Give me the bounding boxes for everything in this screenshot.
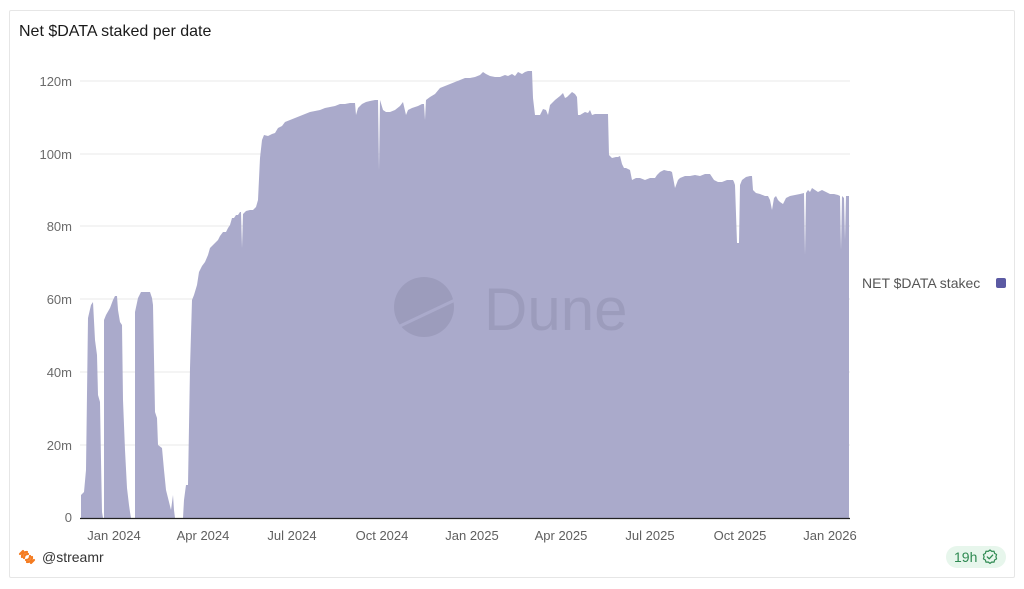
streamr-logo-icon bbox=[18, 549, 36, 565]
x-tick-jul-2025: Jul 2025 bbox=[625, 528, 674, 543]
x-tick-jan-2025: Jan 2025 bbox=[445, 528, 499, 543]
chart-title: Net $DATA staked per date bbox=[19, 23, 212, 40]
y-axis-labels: 0 20m 40m 60m 80m 100m 120m bbox=[39, 74, 72, 525]
x-tick-oct-2024: Oct 2024 bbox=[356, 528, 409, 543]
author-link[interactable]: @streamr bbox=[18, 548, 104, 566]
svg-text:Dune: Dune bbox=[484, 276, 627, 343]
legend-swatch bbox=[996, 278, 1006, 288]
legend-label: NET $DATA stakec bbox=[862, 275, 981, 291]
x-tick-jan-2026: Jan 2026 bbox=[803, 528, 857, 543]
legend-item[interactable]: NET $DATA stakec bbox=[862, 275, 1006, 291]
freshness-text: 19h bbox=[954, 549, 978, 565]
y-tick-120m: 120m bbox=[39, 74, 72, 89]
x-tick-apr-2024: Apr 2024 bbox=[177, 528, 230, 543]
data-area bbox=[81, 71, 849, 518]
x-tick-jul-2024: Jul 2024 bbox=[267, 528, 316, 543]
y-tick-100m: 100m bbox=[39, 147, 72, 162]
y-tick-40m: 40m bbox=[47, 365, 72, 380]
freshness-badge[interactable]: 19h bbox=[946, 546, 1007, 568]
dune-watermark: Dune bbox=[394, 276, 627, 343]
y-tick-20m: 20m bbox=[47, 438, 72, 453]
verified-check-icon bbox=[983, 549, 998, 564]
y-tick-80m: 80m bbox=[47, 219, 72, 234]
author-name: @streamr bbox=[42, 549, 104, 565]
y-tick-0: 0 bbox=[65, 510, 72, 525]
x-tick-jan-2024: Jan 2024 bbox=[87, 528, 141, 543]
x-tick-oct-2025: Oct 2025 bbox=[714, 528, 767, 543]
x-axis-labels: Jan 2024 Apr 2024 Jul 2024 Oct 2024 Jan … bbox=[87, 528, 857, 543]
x-tick-apr-2025: Apr 2025 bbox=[535, 528, 588, 543]
y-tick-60m: 60m bbox=[47, 292, 72, 307]
